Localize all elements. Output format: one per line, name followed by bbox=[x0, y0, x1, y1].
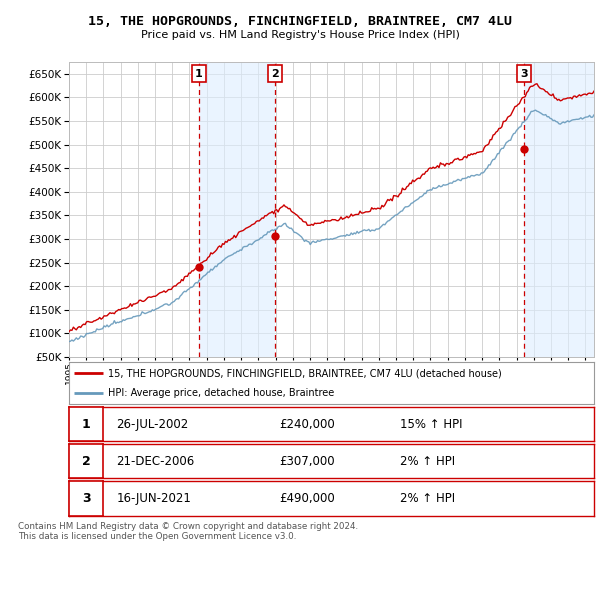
Text: 16-JUN-2021: 16-JUN-2021 bbox=[116, 492, 191, 505]
Text: £240,000: £240,000 bbox=[279, 418, 335, 431]
Text: 15, THE HOPGROUNDS, FINCHINGFIELD, BRAINTREE, CM7 4LU: 15, THE HOPGROUNDS, FINCHINGFIELD, BRAIN… bbox=[88, 15, 512, 28]
Text: HPI: Average price, detached house, Braintree: HPI: Average price, detached house, Brai… bbox=[109, 388, 335, 398]
Bar bbox=[524, 62, 594, 357]
Text: Contains HM Land Registry data © Crown copyright and database right 2024.
This d: Contains HM Land Registry data © Crown c… bbox=[18, 522, 358, 541]
Text: Price paid vs. HM Land Registry's House Price Index (HPI): Price paid vs. HM Land Registry's House … bbox=[140, 30, 460, 40]
Text: 21-DEC-2006: 21-DEC-2006 bbox=[116, 455, 194, 468]
Text: 1: 1 bbox=[195, 69, 203, 78]
Text: 3: 3 bbox=[82, 492, 91, 505]
Text: 15% ↑ HPI: 15% ↑ HPI bbox=[400, 418, 462, 431]
Bar bbox=[199, 62, 275, 357]
Text: 26-JUL-2002: 26-JUL-2002 bbox=[116, 418, 188, 431]
Text: 2% ↑ HPI: 2% ↑ HPI bbox=[400, 455, 455, 468]
Text: £490,000: £490,000 bbox=[279, 492, 335, 505]
Text: £307,000: £307,000 bbox=[279, 455, 335, 468]
Text: 2: 2 bbox=[271, 69, 279, 78]
Text: 1: 1 bbox=[82, 418, 91, 431]
Text: 3: 3 bbox=[520, 69, 528, 78]
Text: 2: 2 bbox=[82, 455, 91, 468]
Text: 2% ↑ HPI: 2% ↑ HPI bbox=[400, 492, 455, 505]
Text: 15, THE HOPGROUNDS, FINCHINGFIELD, BRAINTREE, CM7 4LU (detached house): 15, THE HOPGROUNDS, FINCHINGFIELD, BRAIN… bbox=[109, 368, 502, 378]
